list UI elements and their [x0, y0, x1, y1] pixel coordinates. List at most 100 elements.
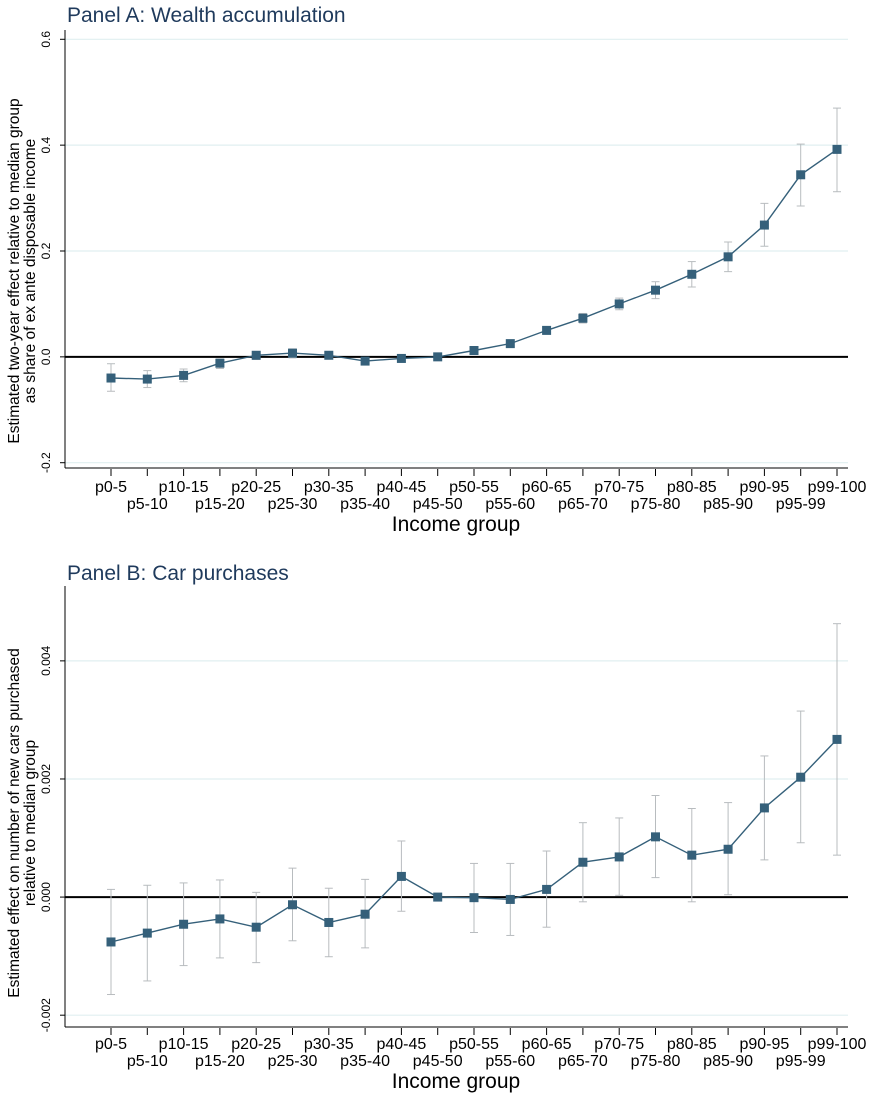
panel-b-xtick-label: p65-70 — [558, 1053, 608, 1070]
panel-b-xtick-label: p30-35 — [304, 1036, 354, 1053]
panel-b-ytick-label: 0.000 — [39, 882, 53, 912]
panel-b-data-point — [723, 844, 733, 854]
panel-a-data-point — [614, 299, 624, 309]
panel-a-ytick-label: -0.2 — [39, 452, 53, 473]
panel-b-data-point — [687, 850, 697, 860]
panel-b-data-point — [469, 893, 479, 903]
panel-b-xtick-label: p45-50 — [413, 1053, 463, 1070]
panel-a-xtick-label: p70-75 — [594, 479, 644, 496]
panel-a-xtick-label: p55-60 — [485, 496, 535, 513]
panel-b-xtick-label: p0-5 — [95, 1036, 127, 1053]
panel-b-title: Panel B: Car purchases — [67, 562, 289, 585]
panel-b-ytick-label: 0.002 — [39, 764, 53, 794]
panel-b-data-point — [215, 914, 225, 924]
panel-b-data-point — [251, 922, 261, 932]
panel-b-xtick-label: p15-20 — [195, 1053, 245, 1070]
panel-a-y-axis-title-line: Estimated two-year effect relative to me… — [6, 98, 23, 443]
panel-b-xtick-label: p75-80 — [631, 1053, 681, 1070]
panel-b-data-point — [759, 803, 769, 813]
panel-a-data-point — [469, 346, 479, 356]
panel-b-data-point — [360, 909, 370, 919]
panel-b-data-point — [433, 892, 443, 902]
panel-b-xtick-label: p25-30 — [268, 1053, 318, 1070]
panel-b-xtick-label: p50-55 — [449, 1036, 499, 1053]
panel-b-xtick-label: p5-10 — [127, 1053, 168, 1070]
panel-b-xtick-label: p95-99 — [776, 1053, 826, 1070]
panel-b-xtick-label: p90-95 — [739, 1036, 789, 1053]
panel-a-xtick-label: p5-10 — [127, 496, 168, 513]
panel-b-data-point — [106, 937, 116, 947]
panel-a-x-axis-title: Income group — [392, 513, 520, 536]
panel-b: Panel B: Car purchases -0.002 0.000 0.002 0… — [0, 558, 873, 1093]
panel-b-ytick-label: 0.004 — [39, 646, 53, 676]
panel-b-data-point — [796, 772, 806, 782]
panel-b-y-axis-title-line: relative to median group — [22, 740, 39, 906]
panel-a-xtick-label: p99-100 — [808, 479, 867, 496]
panel-a-data-point — [832, 144, 842, 154]
panel-a-xtick-label: p30-35 — [304, 479, 354, 496]
panel-a-xtick-label: p15-20 — [195, 496, 245, 513]
panel-b-chart: -0.002 0.000 0.002 0.004 p0-5p5-10p10-15p15-… — [6, 586, 867, 1093]
panel-b-data-point — [288, 900, 297, 910]
panel-a-data-point — [505, 339, 515, 349]
panel-a-ytick-label: 0.0 — [39, 348, 53, 365]
panel-b-data-point — [614, 852, 624, 862]
panel-b-data-point — [142, 928, 152, 938]
panel-a-chart: -0.2 0.0 0.2 0.4 0.6 p0-5p5-10p10-15p15-20p20… — [6, 30, 867, 536]
panel-b-xtick-label: p40-45 — [376, 1036, 426, 1053]
panel-b-data-point — [542, 884, 552, 894]
panel-a-xtick-label: p45-50 — [413, 496, 463, 513]
panel-a-data-point — [723, 252, 733, 262]
panel-a-data-point — [796, 170, 806, 180]
panel-b-ytick-label: -0.002 — [39, 998, 53, 1032]
panel-b-data-point — [651, 832, 660, 842]
panel-a-y-axis-title: Estimated two-year effect relative to me… — [6, 98, 39, 443]
panel-a-data-point — [687, 269, 697, 279]
panel-a-ytick-label: 0.2 — [39, 242, 53, 259]
panel-a-data-point — [215, 358, 225, 368]
panel-a: Panel A: Wealth accumulation -0.2 0.0 0.2 0… — [0, 0, 873, 545]
panel-a-xtick-label: p0-5 — [95, 479, 127, 496]
panel-b-xtick-label: p60-65 — [522, 1036, 572, 1053]
panel-a-xtick-label: p95-99 — [776, 496, 826, 513]
panel-a-y-axis-title-line: as share of ex ante disposable income — [22, 139, 39, 404]
panel-a-xtick-label: p65-70 — [558, 496, 608, 513]
panel-a-data-point — [179, 370, 189, 380]
panel-b-xtick-label: p10-15 — [159, 1036, 209, 1053]
panel-a-xtick-label: p10-15 — [159, 479, 209, 496]
panel-a-data-point — [251, 350, 261, 360]
panel-b-xtick-label: p70-75 — [594, 1036, 644, 1053]
panel-a-data-point — [360, 356, 370, 366]
panel-a-xtick-label: p20-25 — [231, 479, 281, 496]
panel-a-xtick-label: p80-85 — [667, 479, 717, 496]
panel-a-ytick-label: 0.6 — [39, 31, 53, 48]
panel-a-data-point — [433, 352, 443, 362]
panel-a-xtick-label: p50-55 — [449, 479, 499, 496]
panel-a-data-point — [651, 285, 660, 295]
panel-b-data-point — [179, 919, 189, 929]
panel-b-data-point — [396, 871, 406, 881]
panel-a-xtick-label: p90-95 — [739, 479, 789, 496]
panel-a-data-point — [106, 373, 116, 383]
panel-b-xtick-label: p55-60 — [485, 1053, 535, 1070]
panel-a-data-point — [324, 350, 334, 360]
panel-b-data-point — [324, 917, 334, 927]
panel-a-xtick-label: p40-45 — [376, 479, 426, 496]
panel-a-ytick-label: 0.4 — [39, 136, 53, 153]
panel-a-data-point — [759, 220, 769, 230]
panel-a-title: Panel A: Wealth accumulation — [67, 4, 346, 27]
panel-b-y-axis-title: Estimated effect on number of new cars p… — [6, 648, 39, 998]
panel-a-xtick-label: p25-30 — [268, 496, 318, 513]
panel-a-data-point — [142, 374, 152, 384]
panel-a-xtick-label: p85-90 — [703, 496, 753, 513]
panel-b-xtick-label: p85-90 — [703, 1053, 753, 1070]
panel-a-xtick-label: p35-40 — [340, 496, 390, 513]
panel-a-data-point — [396, 353, 406, 363]
panel-b-data-point — [578, 857, 588, 867]
panel-a-xtick-label: p75-80 — [631, 496, 681, 513]
panel-b-x-axis-title: Income group — [392, 1070, 520, 1093]
panel-b-xtick-label: p99-100 — [808, 1036, 867, 1053]
panel-b-data-point — [505, 894, 515, 904]
panel-a-data-point — [578, 313, 588, 323]
panel-a-data-point — [542, 325, 552, 335]
